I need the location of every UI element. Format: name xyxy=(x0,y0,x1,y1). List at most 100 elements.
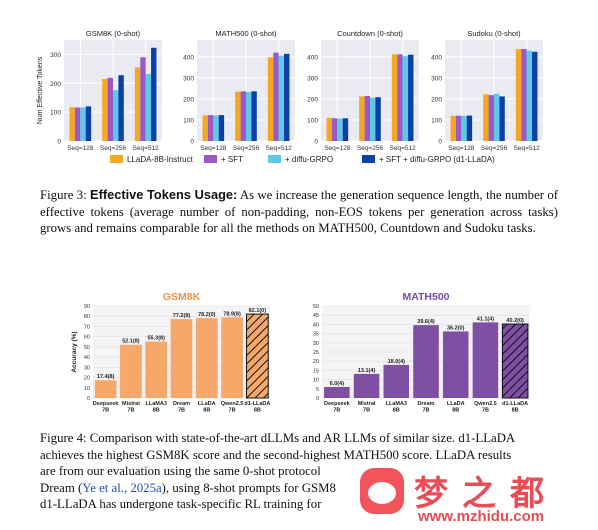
bar xyxy=(402,56,409,141)
bar xyxy=(353,373,380,398)
fig3-caption-bold: Effective Tokens Usage: xyxy=(90,187,238,202)
y-tick-label: 200 xyxy=(431,96,442,103)
bar xyxy=(102,78,108,141)
bar xyxy=(521,49,527,142)
bar xyxy=(455,115,462,141)
legend-label: + SFT + diffu-GRPO (d1-LLaDA) xyxy=(379,155,495,164)
bar xyxy=(145,341,168,398)
bar xyxy=(494,93,500,141)
bar xyxy=(342,118,349,141)
fig3-caption-label: Figure 3: xyxy=(40,188,91,202)
y-tick-label: 70 xyxy=(84,324,90,330)
bar xyxy=(413,325,439,398)
bar xyxy=(408,54,414,141)
data-label: 41.1(4) xyxy=(477,316,495,322)
y-tick-label: 5 xyxy=(316,387,319,393)
y-tick-label: 200 xyxy=(183,96,194,103)
y-tick-label: 300 xyxy=(50,52,61,59)
x-tick-label: Seq=512 xyxy=(266,145,293,152)
bar xyxy=(267,57,274,141)
y-tick-label: 90 xyxy=(84,304,90,310)
data-label: 55.3(8) xyxy=(147,335,165,341)
bar xyxy=(442,331,469,398)
bar xyxy=(375,97,381,141)
fig4-caption-line1: Figure 4: Comparison with state-of-the-a… xyxy=(40,431,516,445)
bar xyxy=(85,106,92,141)
x-tick-label: Mistral xyxy=(122,401,140,407)
data-label: 18.0(4) xyxy=(388,359,406,365)
y-tick-label: 0 xyxy=(87,396,90,402)
y-tick-label: 400 xyxy=(183,54,194,61)
x-tick-label: 7B xyxy=(127,408,134,414)
data-label: 82.1(0) xyxy=(249,308,267,314)
y-tick-label: 25 xyxy=(313,350,319,356)
bar xyxy=(337,118,343,141)
bar xyxy=(397,54,403,141)
figure-4-caption: Figure 4: Comparison with state-of-the-a… xyxy=(40,430,580,513)
x-tick-label: 7B xyxy=(178,408,185,414)
fig3-caption-text: As we increase the generation sequence l… xyxy=(40,188,558,236)
y-axis-label: Num Effective Tokens xyxy=(37,56,44,124)
figure-3-caption: Figure 3: Effective Tokens Usage: As we … xyxy=(40,187,558,237)
fig4-caption-line4b: ), using 8-shot prompts for GSM8 xyxy=(161,480,336,495)
y-tick-label: 10 xyxy=(313,378,319,384)
legend-swatch xyxy=(268,155,281,163)
chart-title: Sudoku (0-shot) xyxy=(467,29,521,38)
y-tick-label: 100 xyxy=(183,117,194,124)
y-tick-label: 50 xyxy=(84,345,90,351)
bar xyxy=(235,91,241,141)
x-tick-label: LLaDA xyxy=(198,401,216,407)
x-tick-label: d1-LLaDA xyxy=(244,401,270,407)
legend-swatch xyxy=(362,155,375,163)
x-tick-label: Seq=128 xyxy=(200,145,227,152)
legend-swatch xyxy=(110,155,123,163)
x-tick-label: Seq=128 xyxy=(67,145,94,152)
bar xyxy=(472,322,499,398)
x-tick-label: Seq=128 xyxy=(448,145,475,152)
y-tick-label: 0 xyxy=(316,396,319,402)
bar xyxy=(501,323,529,399)
y-tick-label: 100 xyxy=(307,117,318,124)
citation-link[interactable]: Ye et al., 2025a xyxy=(82,480,162,495)
watermark-url: www.mzhidu.com xyxy=(418,508,545,525)
y-tick-label: 400 xyxy=(307,54,318,61)
chart-title: Countdown (0-shot) xyxy=(337,29,403,38)
watermark-logo-face xyxy=(368,482,396,504)
bar xyxy=(240,91,246,141)
x-tick-label: Dream xyxy=(417,401,434,407)
y-tick-label: 30 xyxy=(313,341,319,347)
x-tick-label: 8B xyxy=(393,408,400,414)
bar xyxy=(383,364,410,398)
y-tick-label: 0 xyxy=(314,139,318,146)
bar xyxy=(466,115,473,141)
y-tick-label: 40 xyxy=(84,355,90,361)
x-tick-label: LLaMA3 xyxy=(146,401,167,407)
y-tick-label: 0 xyxy=(190,139,194,146)
bar xyxy=(532,51,538,141)
bar xyxy=(324,386,350,398)
bar xyxy=(120,344,142,398)
x-tick-label: 7B xyxy=(482,408,489,414)
bar xyxy=(140,57,146,141)
x-tick-label: Qwen2.5 xyxy=(221,401,244,407)
y-tick-label: 100 xyxy=(50,110,61,117)
y-tick-label: 100 xyxy=(431,117,442,124)
bar xyxy=(207,115,214,141)
bar xyxy=(202,115,208,141)
y-tick-label: 200 xyxy=(307,96,318,103)
bar xyxy=(69,107,75,141)
x-tick-label: 8B xyxy=(153,408,160,414)
bar xyxy=(284,53,290,142)
bar xyxy=(483,94,489,141)
data-label: 52.1(8) xyxy=(122,339,140,345)
x-tick-label: Dream xyxy=(173,401,190,407)
bar xyxy=(499,96,505,141)
bar xyxy=(359,96,365,141)
y-tick-label: 15 xyxy=(313,368,319,374)
bar xyxy=(74,107,81,141)
fig4-caption-line5: d1-LLaDA has undergone task-specific RL … xyxy=(40,497,322,512)
y-tick-label: 10 xyxy=(84,386,90,392)
x-tick-label: Deepseek xyxy=(324,401,351,407)
bar xyxy=(526,50,533,142)
